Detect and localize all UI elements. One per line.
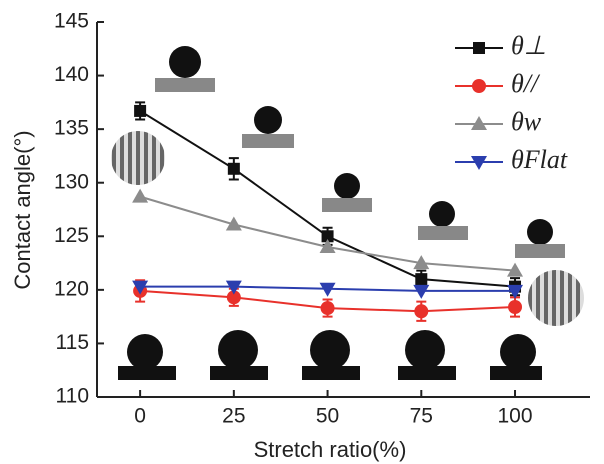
x-axis-title: Stretch ratio(%) — [254, 437, 407, 462]
y-tick-label: 110 — [56, 385, 89, 408]
marker — [319, 282, 336, 297]
marker — [507, 262, 524, 277]
marker — [413, 284, 430, 299]
marker — [225, 216, 242, 231]
marker — [415, 273, 428, 286]
y-tick-label: 120 — [54, 277, 89, 300]
marker — [321, 230, 334, 243]
y-tick-label: 130 — [54, 170, 89, 193]
y-axis-title: Contact angle(°) — [10, 130, 35, 289]
legend-label: θw — [511, 107, 542, 136]
marker — [320, 301, 335, 316]
marker — [134, 104, 147, 117]
x-tick-label: 0 — [134, 405, 146, 428]
marker — [132, 280, 149, 295]
marker — [413, 255, 430, 270]
x-tick-label: 100 — [497, 405, 532, 428]
marker — [508, 300, 523, 314]
legend-marker — [472, 79, 486, 93]
y-tick-label: 145 — [54, 10, 89, 33]
marker — [132, 188, 149, 203]
droplet-images — [111, 46, 584, 380]
y-tick-label: 140 — [54, 63, 89, 86]
marker — [507, 284, 524, 299]
legend-label: θ// — [511, 69, 541, 98]
y-tick-label: 115 — [56, 331, 89, 354]
y-tick-label: 135 — [54, 117, 89, 140]
legend-marker — [473, 42, 485, 54]
marker — [226, 290, 241, 305]
marker — [225, 280, 242, 295]
legend-label: θ⊥ — [511, 31, 546, 60]
marker — [227, 162, 240, 175]
legend-marker — [471, 156, 487, 170]
legend-label: θFlat — [511, 145, 568, 174]
x-tick-label: 50 — [316, 405, 339, 428]
y-tick-label: 125 — [54, 224, 89, 247]
marker — [414, 304, 429, 319]
x-tick-label: 75 — [410, 405, 433, 428]
marker — [319, 239, 336, 253]
legend-marker — [471, 116, 487, 130]
x-tick-label: 25 — [222, 405, 245, 428]
